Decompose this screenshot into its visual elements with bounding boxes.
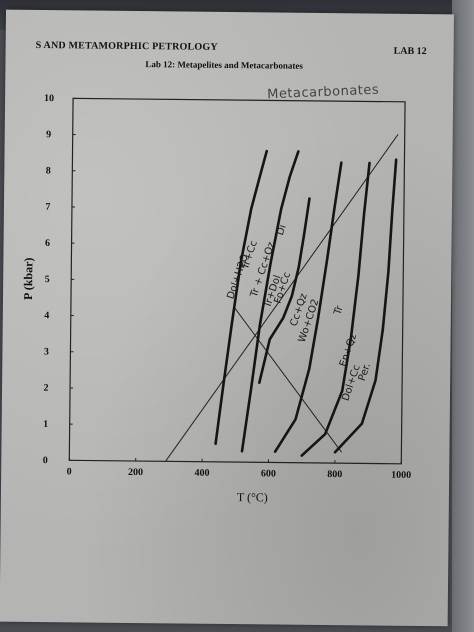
x-tick-label: 1000 [391,470,411,481]
y-tick-label: 9 [46,129,51,140]
y-tick-label: 1 [43,419,48,430]
y-tick-label: 6 [45,238,50,249]
x-tick-label: 600 [261,468,276,479]
curve-annotation: Per. [357,362,373,383]
reaction-curve [240,150,300,453]
x-tick-label: 200 [128,467,143,478]
y-axis-label: P (kbar) [20,257,36,300]
curve-annotation: Di [275,223,289,236]
y-tick-label: 3 [44,346,49,357]
reaction-curve [258,197,311,385]
y-tick-label: 7 [45,202,50,213]
printed-reaction-line [165,134,399,462]
x-axis-label: T (°C) [236,490,268,505]
x-tick-label: 0 [67,466,72,477]
printed-reaction-line [233,306,343,453]
y-tick-label: 0 [43,455,48,466]
curve-annotation: En+Qz [338,332,359,368]
x-tick-label: 800 [327,469,342,480]
y-tick-label: 8 [46,165,51,176]
y-tick-label: 5 [45,274,50,285]
reaction-curve [333,158,398,454]
pt-diagram: 0 200 400 600 800 1000012345678910Dol+H2OTr+C… [43,93,411,481]
y-tick-label: 2 [43,383,48,394]
reaction-curve [300,161,371,457]
reaction-curve [214,149,269,446]
y-tick-label: 10 [44,93,54,104]
curve-annotation: Tr [332,304,346,318]
laptop-bezel-right [452,0,474,632]
reaction-curve [273,161,343,453]
x-tick-label: 400 [194,468,209,479]
y-tick-label: 4 [44,310,49,321]
worksheet-page: S AND METAMORPHIC PETROLOGY LAB 12 Lab 1… [0,9,454,627]
